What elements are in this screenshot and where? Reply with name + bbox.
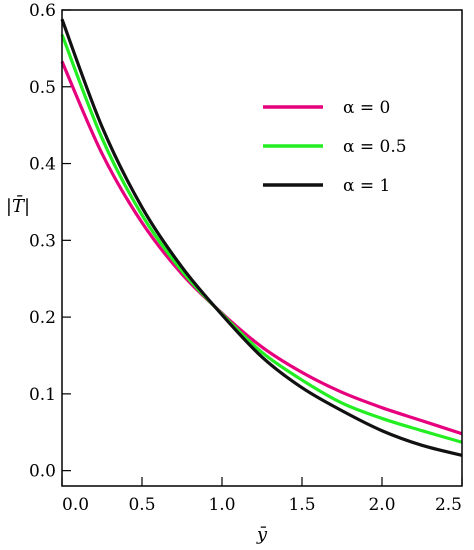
- y-tick-label: 0.5: [29, 78, 56, 98]
- y-tick-label: 0.2: [29, 308, 56, 328]
- y-tick-label: 0.4: [29, 155, 56, 175]
- series-line-2: [60, 18, 463, 457]
- y-axis-label: |T̄|: [6, 194, 30, 217]
- x-tick-label: 0.5: [128, 495, 155, 515]
- x-tick-label: 1.5: [288, 495, 315, 515]
- x-axis-label: ȳ: [256, 524, 268, 545]
- y-tick-label: 0.3: [29, 231, 56, 251]
- series-layer: [60, 18, 463, 457]
- y-tick-label: 0.1: [29, 385, 56, 405]
- series-line-0: [60, 60, 463, 436]
- ticks-layer: 0.0 0.5 1.0 1.5 2.0 2.5 0.0 0.1 0.2 0.3 0.4 0.5 0.6: [29, 1, 463, 515]
- series-line-1: [60, 33, 463, 444]
- y-tick-label: 0.0: [29, 462, 56, 482]
- x-tick-label: 1.0: [208, 495, 235, 515]
- legend-label: α = 1: [343, 176, 390, 196]
- x-tick-label: 2.5: [435, 495, 462, 515]
- legend-label: α = 0: [343, 98, 390, 118]
- plot-frame: [61, 9, 463, 487]
- legend-label: α = 0.5: [343, 137, 407, 157]
- x-tick-label: 2.0: [368, 495, 395, 515]
- x-tick-label: 0.0: [62, 495, 89, 515]
- y-tick-label: 0.6: [29, 1, 56, 21]
- legend: α = 0 α = 0.5 α = 1: [263, 98, 407, 196]
